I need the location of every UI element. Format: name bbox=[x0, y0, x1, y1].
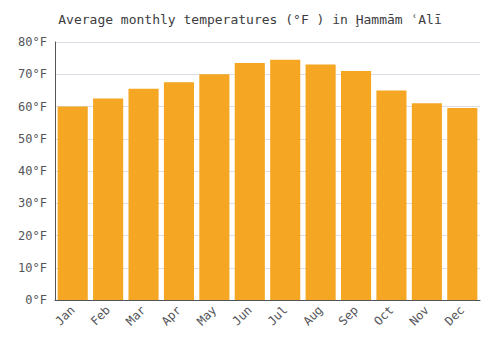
svg-text:Dec: Dec bbox=[442, 303, 467, 328]
svg-text:Aug: Aug bbox=[300, 303, 325, 328]
svg-text:Apr: Apr bbox=[159, 303, 184, 328]
svg-text:80°F: 80°F bbox=[18, 35, 47, 49]
svg-text:Oct: Oct bbox=[371, 303, 396, 328]
svg-text:50°F: 50°F bbox=[18, 132, 47, 146]
svg-text:0°F: 0°F bbox=[25, 293, 47, 307]
svg-text:Average monthly temperatures (: Average monthly temperatures (°F ) in Ḩa… bbox=[58, 12, 442, 27]
svg-text:60°F: 60°F bbox=[18, 100, 47, 114]
svg-text:70°F: 70°F bbox=[18, 67, 47, 81]
svg-text:Nov: Nov bbox=[407, 303, 432, 328]
svg-text:40°F: 40°F bbox=[18, 164, 47, 178]
svg-text:Sep: Sep bbox=[336, 303, 361, 328]
svg-text:Feb: Feb bbox=[88, 303, 113, 328]
svg-text:10°F: 10°F bbox=[18, 261, 47, 275]
svg-text:30°F: 30°F bbox=[18, 196, 47, 210]
svg-text:Jul: Jul bbox=[265, 303, 290, 328]
svg-text:May: May bbox=[194, 303, 219, 328]
svg-text:Mar: Mar bbox=[123, 303, 148, 328]
svg-text:Jun: Jun bbox=[230, 303, 255, 328]
svg-text:Jan: Jan bbox=[52, 303, 77, 328]
svg-text:20°F: 20°F bbox=[18, 229, 47, 243]
